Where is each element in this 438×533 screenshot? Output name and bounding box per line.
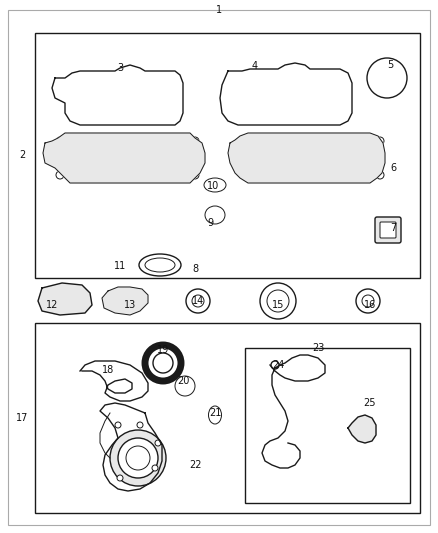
Text: 14: 14 [192,296,204,306]
Circle shape [126,137,134,145]
Text: 15: 15 [272,300,284,310]
Circle shape [117,475,123,481]
Text: 21: 21 [209,408,221,418]
Polygon shape [43,133,205,183]
Text: 25: 25 [364,398,376,408]
Text: 13: 13 [124,300,136,310]
Text: 7: 7 [390,223,396,233]
Polygon shape [38,283,92,315]
Circle shape [115,422,121,428]
Circle shape [152,465,158,471]
Circle shape [110,430,166,486]
Circle shape [118,438,158,478]
Text: 2: 2 [19,150,25,160]
Polygon shape [348,415,376,443]
Text: 24: 24 [272,360,284,370]
FancyBboxPatch shape [375,217,401,243]
Circle shape [191,137,199,145]
Circle shape [155,440,161,446]
Circle shape [161,137,169,145]
Circle shape [376,137,384,145]
Ellipse shape [117,294,139,308]
Circle shape [146,143,178,175]
Circle shape [72,143,104,175]
Circle shape [67,138,109,180]
Text: 22: 22 [189,460,201,470]
Text: 4: 4 [252,61,258,71]
Circle shape [344,171,352,179]
Circle shape [289,143,321,175]
Circle shape [274,171,282,179]
Text: 20: 20 [177,376,189,386]
Circle shape [241,171,249,179]
Circle shape [274,137,282,145]
Ellipse shape [121,297,135,305]
Text: 23: 23 [312,343,324,353]
Circle shape [126,171,134,179]
Text: 8: 8 [192,264,198,274]
Text: 17: 17 [16,413,28,423]
Circle shape [126,446,150,470]
Circle shape [271,361,279,369]
Text: 12: 12 [46,300,58,310]
Circle shape [137,422,143,428]
Text: 11: 11 [114,261,126,271]
Bar [245,348,410,503]
Circle shape [56,137,64,145]
Text: 9: 9 [207,218,213,228]
Circle shape [247,138,289,180]
Circle shape [376,171,384,179]
Ellipse shape [49,290,81,308]
Circle shape [141,138,183,180]
Circle shape [153,353,173,373]
Text: 6: 6 [390,163,396,173]
Circle shape [326,143,358,175]
Circle shape [104,138,146,180]
Circle shape [284,138,326,180]
Text: 18: 18 [102,365,114,375]
Text: 5: 5 [387,60,393,70]
FancyBboxPatch shape [380,222,396,238]
Circle shape [241,137,249,145]
Circle shape [309,137,317,145]
Text: 16: 16 [364,300,376,310]
Polygon shape [228,133,385,183]
Circle shape [344,137,352,145]
Circle shape [56,171,64,179]
Bar [35,33,420,278]
Text: 19: 19 [157,345,169,355]
Text: 3: 3 [117,63,123,73]
Bar [35,323,420,513]
Circle shape [252,143,284,175]
Circle shape [309,171,317,179]
Circle shape [161,171,169,179]
Circle shape [191,171,199,179]
Ellipse shape [54,294,76,304]
Circle shape [91,137,99,145]
Text: 1: 1 [216,5,222,15]
Circle shape [109,143,141,175]
Circle shape [321,138,363,180]
Circle shape [91,171,99,179]
Polygon shape [102,287,148,315]
Text: 10: 10 [207,181,219,191]
